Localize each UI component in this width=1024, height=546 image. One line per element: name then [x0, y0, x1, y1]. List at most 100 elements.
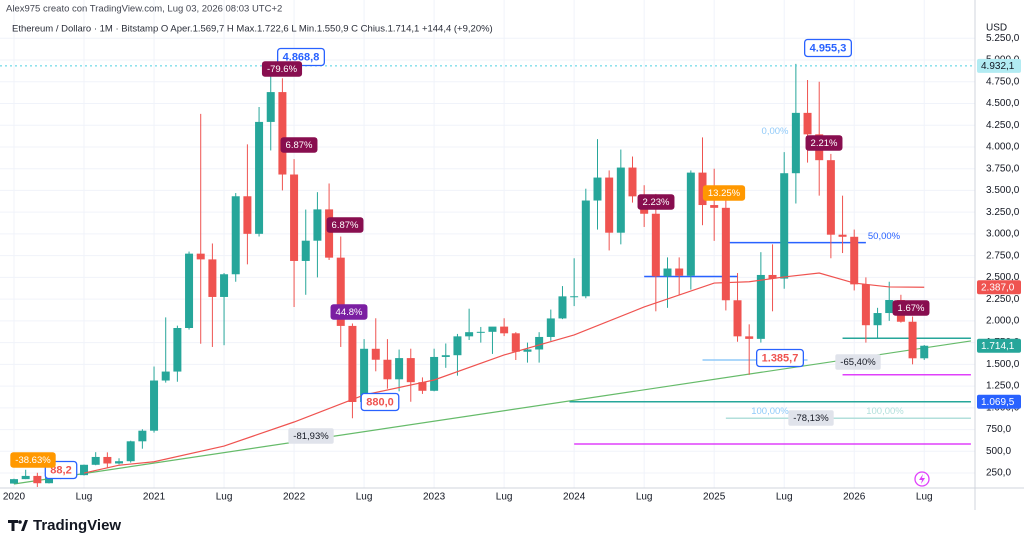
flag-text: 13.25%	[708, 188, 741, 199]
flag-text: 2.23%	[643, 197, 670, 208]
candle-body	[803, 112, 812, 135]
x-tick-label: Lug	[496, 492, 513, 503]
candle-body	[115, 461, 124, 464]
plain-text: 50,00%	[868, 231, 901, 242]
brand: TradingView	[33, 517, 121, 534]
alert-bolt	[919, 474, 925, 484]
candle-body	[861, 284, 870, 326]
x-tick-label: 2024	[563, 492, 586, 503]
y-tick-label: 4.750,0	[986, 76, 1020, 87]
flag-bg	[330, 304, 368, 320]
price-label-bg	[977, 338, 1021, 353]
candle-body	[535, 336, 544, 350]
callout-bg	[755, 348, 805, 368]
candle-body	[721, 207, 730, 301]
flag-text: 44.8%	[336, 307, 363, 318]
logo	[8, 520, 28, 531]
candle-body	[908, 321, 917, 359]
candle-body	[780, 173, 789, 279]
x-tick-label: Lug	[356, 492, 373, 503]
candle-body	[476, 331, 485, 333]
candle-body	[453, 336, 462, 356]
y-tick-label: 1.500,0	[986, 359, 1020, 370]
pill-text: -78,13%	[793, 413, 829, 424]
candle-body	[45, 476, 54, 484]
moving-average	[83, 272, 925, 474]
flag-bg	[280, 137, 318, 153]
candle-body	[546, 318, 555, 337]
x-tick-label: 2023	[423, 492, 446, 503]
annotations: 4.868,8 4.955,3 88,2 880,0 1.385,7 -81,93% -78…	[10, 38, 930, 480]
y-tick-label: 2.750,0	[986, 250, 1020, 261]
y-tick-label: 250,0	[986, 468, 1011, 479]
candle-body	[33, 475, 42, 484]
candle-body	[698, 172, 707, 206]
callout-text: 88,2	[50, 464, 71, 476]
y-tick-label: 750,0	[986, 424, 1011, 435]
candle-body	[138, 430, 147, 442]
candle-body	[220, 274, 229, 297]
candle-body	[255, 121, 264, 234]
pill-bg	[835, 354, 881, 370]
price-label: 4.932,1	[981, 61, 1015, 72]
candle-body	[91, 456, 100, 465]
candle-body	[395, 358, 404, 380]
candle-body	[360, 348, 369, 402]
candle-body	[430, 356, 439, 391]
candle-body	[126, 441, 135, 462]
candle-body	[675, 268, 684, 276]
candle-body	[873, 313, 882, 326]
flag-bg	[261, 61, 303, 77]
candle-body	[348, 325, 357, 402]
y-tick-label: 500,0	[986, 446, 1011, 457]
candle-body	[173, 328, 182, 372]
candle-body	[301, 240, 310, 261]
logo-mark	[8, 520, 28, 531]
price-label: 2.387,0	[981, 282, 1015, 293]
plot	[0, 63, 975, 487]
flag-bg	[702, 185, 746, 201]
y-tick-label: 4.500,0	[986, 98, 1020, 109]
x-tick-label: 2022	[283, 492, 306, 503]
candle-body	[605, 177, 614, 233]
pill-text: -81,93%	[293, 431, 329, 442]
candle-body	[266, 92, 275, 122]
callout-bg	[360, 392, 400, 412]
candle-body	[756, 274, 765, 339]
logo-dot	[18, 520, 22, 524]
plain-text: 0,00%	[762, 126, 789, 137]
y-tick-label: 3.250,0	[986, 207, 1020, 218]
candle-body	[686, 172, 695, 276]
y-tick-label: 3.000,0	[986, 229, 1020, 240]
candle-body	[21, 475, 30, 480]
price-label-bg	[977, 280, 1021, 295]
pill-bg	[288, 428, 334, 444]
candle-body	[325, 209, 334, 258]
x-tick-label: Lug	[776, 492, 793, 503]
candle-body	[651, 213, 660, 277]
price-label: 1.069,5	[981, 397, 1015, 408]
candle-body	[885, 300, 894, 314]
pill-bg	[788, 410, 834, 426]
candle-body	[523, 349, 532, 352]
candle-body	[570, 296, 579, 298]
candle-body	[383, 359, 392, 380]
candle-body	[768, 274, 777, 279]
x-tick-label: Lug	[76, 492, 93, 503]
y-tick-label: 4.250,0	[986, 120, 1020, 131]
author-line: Alex975 creato con TradingView.com, Lug …	[6, 4, 282, 15]
candle-body	[733, 300, 742, 337]
y-tick-label: 3.500,0	[986, 185, 1020, 196]
candle-body	[161, 371, 170, 381]
candle-body	[593, 177, 602, 201]
x-tick-label: 2025	[703, 492, 726, 503]
y-tick-label: 3.750,0	[986, 163, 1020, 174]
candle-body	[231, 196, 240, 275]
flag-text: 2.21%	[811, 138, 838, 149]
x-tick-label: 2020	[3, 492, 26, 503]
y-tick-label: 1.250,0	[986, 381, 1020, 392]
candle-body	[465, 332, 474, 337]
alert-icon[interactable]	[914, 471, 930, 487]
candle-body	[80, 464, 89, 476]
